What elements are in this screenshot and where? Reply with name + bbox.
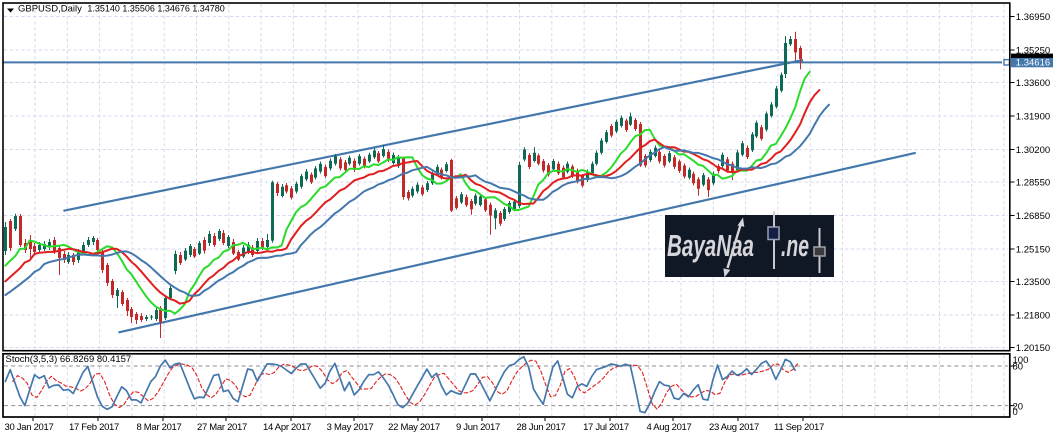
svg-text:4 Aug 2017: 4 Aug 2017 — [646, 422, 691, 433]
svg-text:11 Sep 2017: 11 Sep 2017 — [774, 422, 824, 433]
svg-text:9 Jun 2017: 9 Jun 2017 — [456, 422, 500, 433]
svg-text:17 Jul 2017: 17 Jul 2017 — [583, 422, 629, 433]
svg-text:27 Mar 2017: 27 Mar 2017 — [197, 422, 247, 433]
svg-text:BayaNaa: BayaNaa — [667, 228, 754, 263]
svg-text:1.33600: 1.33600 — [1016, 78, 1050, 89]
svg-text:80: 80 — [1013, 361, 1024, 372]
svg-text:Stoch(3,5,3) 66.8269 80.4157: Stoch(3,5,3) 66.8269 80.4157 — [6, 354, 132, 365]
svg-text:20: 20 — [1013, 401, 1024, 412]
svg-text:22 May 2017: 22 May 2017 — [388, 422, 440, 433]
svg-text:1.28550: 1.28550 — [1016, 177, 1050, 188]
svg-text:30 Jan 2017: 30 Jan 2017 — [5, 422, 54, 433]
svg-text:8 Mar 2017: 8 Mar 2017 — [136, 422, 181, 433]
svg-text:1.31900: 1.31900 — [1016, 111, 1050, 122]
svg-text:0: 0 — [1013, 407, 1018, 418]
svg-text:1.36950: 1.36950 — [1016, 12, 1050, 23]
svg-text:14 Apr 2017: 14 Apr 2017 — [263, 422, 311, 433]
svg-text:28 Jun 2017: 28 Jun 2017 — [517, 422, 566, 433]
svg-text:1.21800: 1.21800 — [1016, 310, 1050, 321]
svg-text:.ne: .ne — [781, 228, 809, 263]
svg-text:1.30200: 1.30200 — [1016, 145, 1050, 156]
svg-text:23 Aug 2017: 23 Aug 2017 — [709, 422, 759, 433]
svg-text:1.34616: 1.34616 — [1016, 58, 1050, 69]
svg-text:GBPUSD,Daily: GBPUSD,Daily — [18, 4, 82, 15]
svg-text:1.35140 1.35506 1.34676 1.3478: 1.35140 1.35506 1.34676 1.34780 — [87, 4, 224, 15]
svg-text:1.35250: 1.35250 — [1016, 45, 1050, 56]
svg-text:100: 100 — [1013, 355, 1029, 366]
svg-text:1.26850: 1.26850 — [1016, 211, 1050, 222]
svg-text:3 May 2017: 3 May 2017 — [327, 422, 374, 433]
svg-text:1.25150: 1.25150 — [1016, 244, 1050, 255]
svg-text:17 Feb 2017: 17 Feb 2017 — [69, 422, 119, 433]
svg-text:1.23500: 1.23500 — [1016, 277, 1050, 288]
svg-text:1.20150: 1.20150 — [1016, 343, 1050, 354]
